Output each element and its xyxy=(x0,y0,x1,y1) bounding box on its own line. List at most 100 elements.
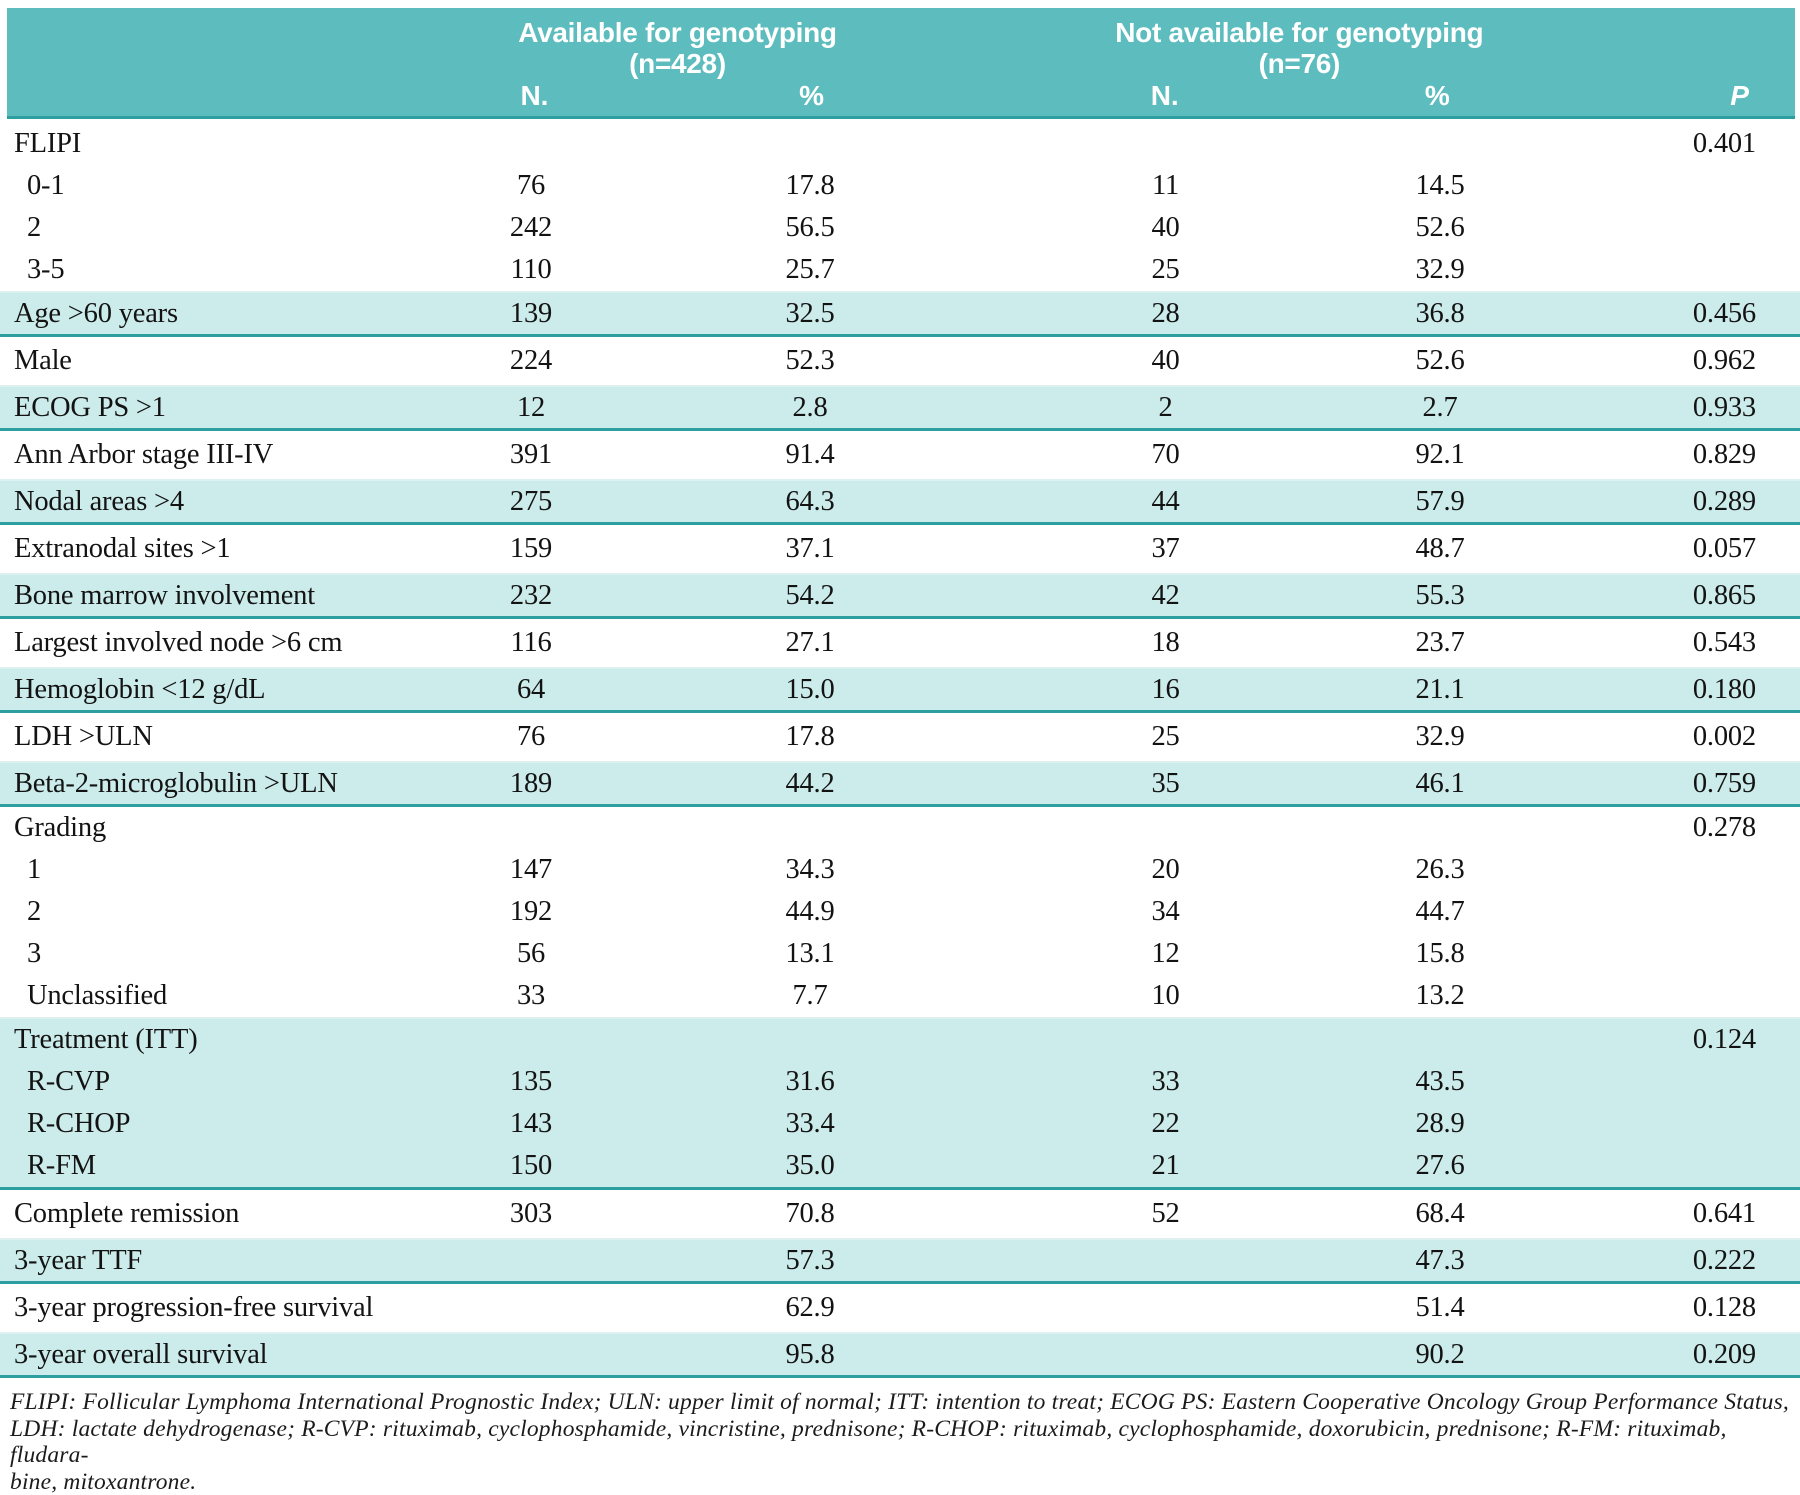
cell-pct-not-available: 14.5 xyxy=(1377,170,1503,202)
cell-p-value: 0.222 xyxy=(1503,1245,1800,1277)
cell-label: Grading xyxy=(0,812,396,844)
cell-pct-not-available: 57.9 xyxy=(1377,486,1503,518)
cell-n-not-available: 25 xyxy=(954,254,1377,286)
cell-pct-not-available: 23.7 xyxy=(1377,627,1503,659)
cell-n-available: 76 xyxy=(396,721,666,753)
cell-label: ECOG PS >1 xyxy=(0,392,396,424)
cell-label: Nodal areas >4 xyxy=(0,486,396,518)
cell-pct-available: 54.2 xyxy=(666,580,954,612)
cell-pct-not-available: 90.2 xyxy=(1377,1339,1503,1371)
cell-label: Ann Arbor stage III-IV xyxy=(0,439,396,471)
cell-pct-available: 91.4 xyxy=(666,439,954,471)
cell-label: 2 xyxy=(0,212,396,244)
cell-pct-available: 62.9 xyxy=(666,1292,954,1324)
cell-n-available: 116 xyxy=(396,627,666,659)
cell-label: 3-5 xyxy=(0,254,396,286)
cell-n-not-available: 16 xyxy=(954,674,1377,706)
cell-pct-available: 95.8 xyxy=(666,1339,954,1371)
table-row: Treatment (ITT)0.124 xyxy=(0,1017,1800,1061)
cell-n-available: 76 xyxy=(396,170,666,202)
cell-n-not-available: 40 xyxy=(954,345,1377,377)
cell-pct-not-available: 15.8 xyxy=(1377,938,1503,970)
column-header-p-value: P xyxy=(1500,80,1795,116)
group-header-not-available: Not available for genotyping (n=76) xyxy=(1027,8,1572,80)
cell-label: R-FM xyxy=(0,1150,396,1182)
cell-p-value: 0.289 xyxy=(1503,486,1800,518)
cell-label: Age >60 years xyxy=(0,298,396,330)
cell-n-not-available: 21 xyxy=(954,1150,1377,1182)
cell-n-available: 391 xyxy=(396,439,666,471)
cell-p-value: 0.829 xyxy=(1503,439,1800,471)
cell-pct-available: 32.5 xyxy=(666,298,954,330)
cell-n-not-available: 10 xyxy=(954,980,1377,1012)
cell-pct-not-available: 52.6 xyxy=(1377,345,1503,377)
cell-n-not-available: 33 xyxy=(954,1066,1377,1098)
cell-label: 3-year TTF xyxy=(0,1245,396,1277)
cell-n-not-available: 11 xyxy=(954,170,1377,202)
cell-n-available: 12 xyxy=(396,392,666,424)
cell-label: Complete remission xyxy=(0,1198,396,1230)
group-not-available-title: Not available for genotyping xyxy=(1027,17,1572,48)
cell-pct-available: 37.1 xyxy=(666,533,954,565)
cell-pct-not-available: 28.9 xyxy=(1377,1108,1503,1140)
cell-pct-not-available: 52.6 xyxy=(1377,212,1503,244)
cell-pct-not-available: 47.3 xyxy=(1377,1245,1503,1277)
cell-n-available: 64 xyxy=(396,674,666,706)
cell-pct-available: 57.3 xyxy=(666,1245,954,1277)
cell-pct-available: 2.8 xyxy=(666,392,954,424)
cell-p-value: 0.962 xyxy=(1503,345,1800,377)
cell-n-not-available: 2 xyxy=(954,392,1377,424)
cell-n-available: 143 xyxy=(396,1108,666,1140)
cell-pct-available: 17.8 xyxy=(666,170,954,202)
cell-label: 3 xyxy=(0,938,396,970)
cell-n-available: 224 xyxy=(396,345,666,377)
cell-pct-not-available: 27.6 xyxy=(1377,1150,1503,1182)
cell-p-value: 0.180 xyxy=(1503,674,1800,706)
cell-n-available: 139 xyxy=(396,298,666,330)
cell-pct-not-available: 32.9 xyxy=(1377,721,1503,753)
table-row: Grading 0.278 xyxy=(0,807,1800,849)
cell-label: Largest involved node >6 cm xyxy=(0,627,396,659)
cell-label: 1 xyxy=(0,854,396,886)
cell-pct-available: 15.0 xyxy=(666,674,954,706)
cell-pct-not-available: 92.1 xyxy=(1377,439,1503,471)
cell-pct-available: 35.0 xyxy=(666,1150,954,1182)
cell-n-available: 242 xyxy=(396,212,666,244)
cell-pct-not-available: 44.7 xyxy=(1377,896,1503,928)
cell-pct-available: 27.1 xyxy=(666,627,954,659)
cell-n-not-available: 20 xyxy=(954,854,1377,886)
cell-n-not-available: 52 xyxy=(954,1198,1377,1230)
cell-pct-available: 34.3 xyxy=(666,854,954,886)
cell-p-value: 0.865 xyxy=(1503,580,1800,612)
cell-n-available: 33 xyxy=(396,980,666,1012)
cell-label: 3-year overall survival xyxy=(0,1339,396,1371)
cell-n-available: 147 xyxy=(396,854,666,886)
cell-pct-available: 52.3 xyxy=(666,345,954,377)
cell-pct-available: 33.4 xyxy=(666,1108,954,1140)
cell-n-not-available: 35 xyxy=(954,768,1377,800)
cell-label: Beta-2-microglobulin >ULN xyxy=(0,768,396,800)
cell-pct-available: 7.7 xyxy=(666,980,954,1012)
cell-label: 0-1 xyxy=(0,170,396,202)
cell-pct-available: 44.2 xyxy=(666,768,954,800)
cell-n-available: 135 xyxy=(396,1066,666,1098)
cell-label: FLIPI xyxy=(0,128,396,160)
cell-label: R-CVP xyxy=(0,1066,396,1098)
cell-p-value: 0.209 xyxy=(1503,1339,1800,1371)
cell-n-not-available: 44 xyxy=(954,486,1377,518)
cell-p-value: 0.278 xyxy=(1503,812,1800,844)
